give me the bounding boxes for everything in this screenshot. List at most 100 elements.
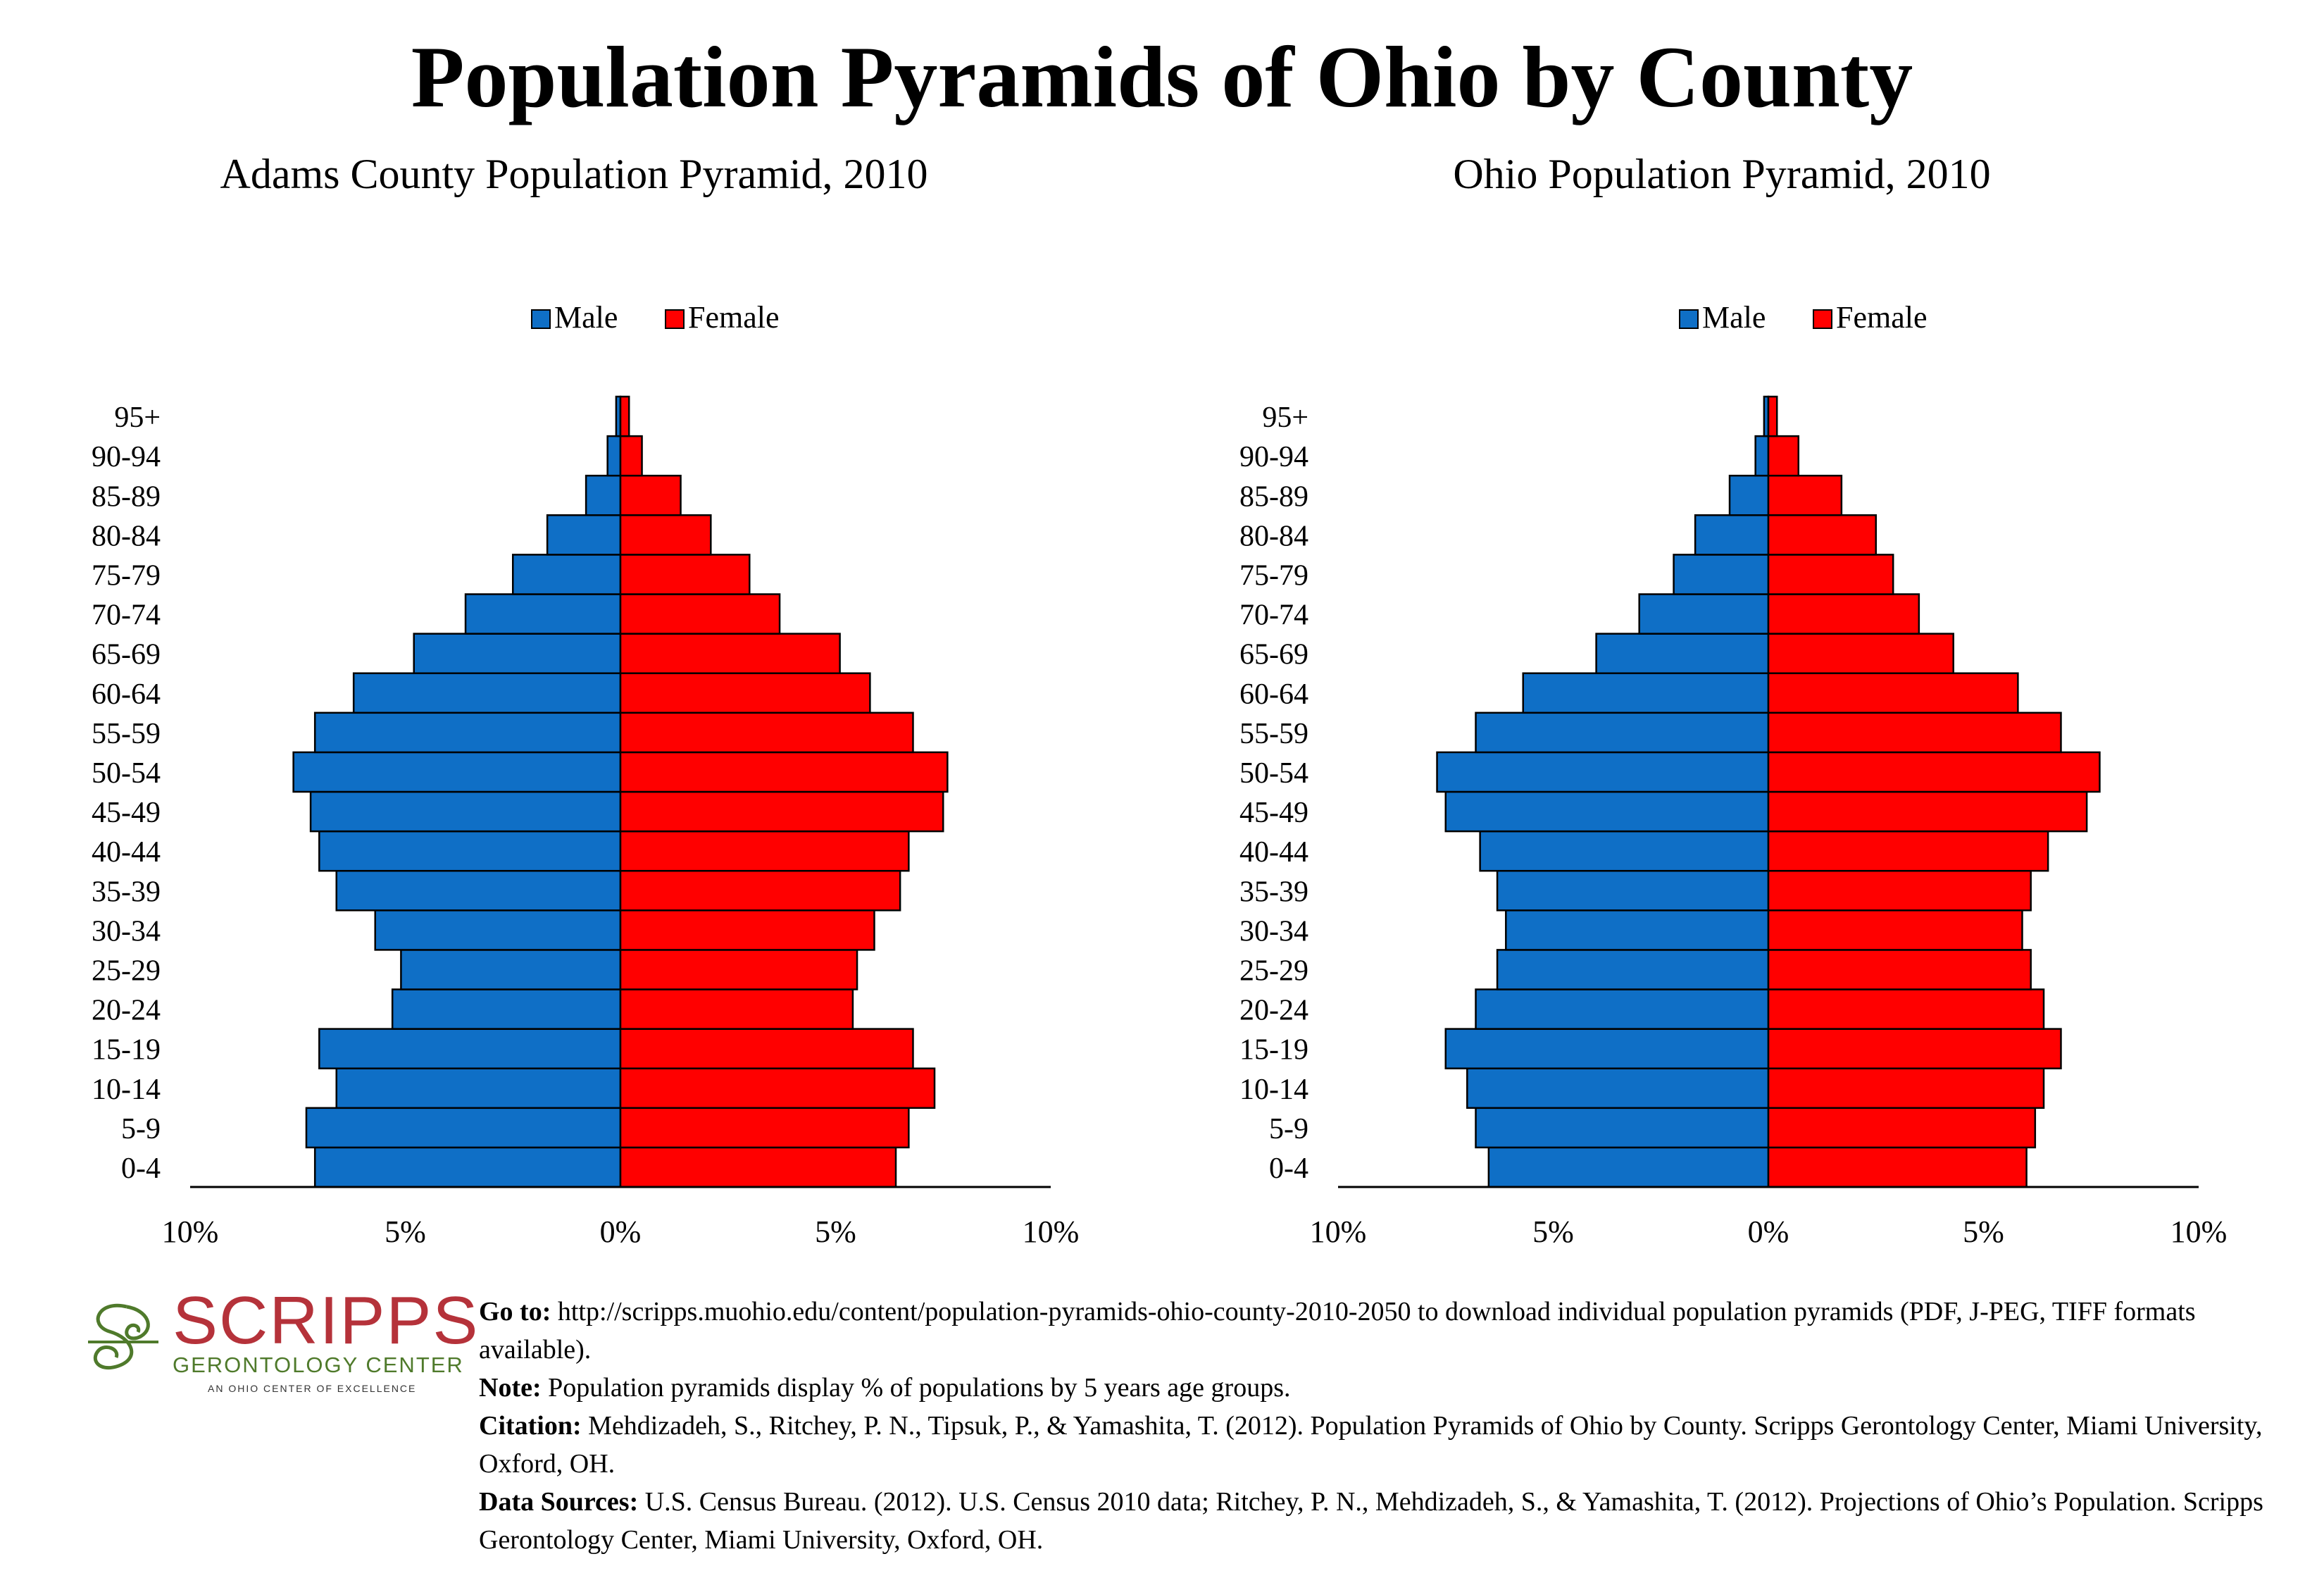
bar-male-30-34 [1505,909,1770,951]
bar-female-55-59 [1767,711,2062,754]
age-label-60-64: 60-64 [92,678,161,711]
legend-swatch-male [531,309,551,329]
bar-female-75-79 [1767,554,1894,595]
legend-label-female: Female [688,300,780,335]
bar-male-40-44 [318,830,622,872]
x-tick-label: 0% [1748,1214,1789,1249]
age-label-40-44: 40-44 [1239,836,1308,869]
age-label-80-84: 80-84 [1239,520,1308,552]
age-label-15-19: 15-19 [1239,1034,1308,1067]
bar-male-15-19 [318,1028,622,1069]
note-text: Population pyramids display % of populat… [548,1373,1291,1403]
age-label-35-39: 35-39 [92,876,161,908]
legend: Male Female [531,300,780,335]
age-label-45-49: 45-49 [1239,797,1308,829]
age-label-90-94: 90-94 [92,441,161,473]
logo-wordmark: SCRIPPS [173,1283,480,1358]
legend: Male Female [1679,300,1928,335]
age-label-40-44: 40-44 [92,836,161,869]
citation-label: Citation: [479,1411,582,1441]
scripps-swirl-icon [88,1303,158,1369]
bar-male-90-94 [1754,435,1770,477]
x-tick-label: 5% [815,1214,856,1249]
bar-male-15-19 [1444,1028,1770,1069]
bar-male-25-29 [400,949,622,990]
age-label-75-79: 75-79 [1239,559,1308,592]
x-tick-label: 10% [1310,1214,1367,1249]
age-label-10-14: 10-14 [1239,1074,1308,1106]
bar-female-85-89 [619,474,682,516]
legend-label-female: Female [1836,300,1928,335]
bar-male-35-39 [1496,869,1770,912]
bar-female-20-24 [619,988,854,1030]
scripps-logo: SCRIPPS GERONTOLOGY CENTER AN OHIO CENTE… [85,1286,477,1398]
bar-female-75-79 [619,554,751,595]
note-label: Note: [479,1373,542,1403]
bar-female-65-69 [619,633,841,674]
age-label-95+: 95+ [1262,402,1308,434]
bar-male-50-54 [1436,751,1770,793]
bar-male-5-9 [1475,1107,1770,1149]
age-label-85-89: 85-89 [1239,480,1308,513]
citation-text: Mehdizadeh, S., Ritchey, P. N., Tipsuk, … [479,1411,2263,1479]
age-label-10-14: 10-14 [92,1074,161,1106]
bar-male-25-29 [1496,949,1770,990]
age-label-65-69: 65-69 [92,639,161,671]
x-tick-label: 5% [1963,1214,2004,1249]
bar-male-75-79 [512,554,622,595]
age-label-30-34: 30-34 [92,915,161,947]
bar-female-90-94 [1767,435,1800,477]
age-label-25-29: 25-29 [92,955,161,987]
bar-female-45-49 [1767,790,2088,833]
logo-subtitle: GERONTOLOGY CENTER [173,1353,464,1377]
x-tick-label: 5% [385,1214,426,1249]
logo-tagline: AN OHIO CENTER OF EXCELLENCE [208,1383,417,1394]
bar-male-80-84 [1694,514,1770,556]
age-label-80-84: 80-84 [92,520,161,552]
bar-male-5-9 [305,1107,622,1149]
age-label-5-9: 5-9 [1269,1113,1308,1145]
note-line: Note: Population pyramids display % of p… [479,1369,2303,1407]
x-tick-label: 10% [1023,1214,1080,1249]
bar-female-40-44 [619,830,910,872]
chart-title: Ohio Population Pyramid, 2010 [1453,151,1990,197]
bar-male-85-89 [1728,474,1770,516]
bar-female-70-74 [1767,593,1920,635]
bar-female-40-44 [1767,830,2049,872]
citation-line: Citation: Mehdizadeh, S., Ritchey, P. N.… [479,1407,2303,1483]
footer-notes: Go to: http://scripps.muohio.edu/content… [479,1293,2303,1559]
bar-female-50-54 [619,751,949,793]
bar-male-45-49 [1444,790,1770,833]
bar-male-40-44 [1479,830,1770,872]
bar-male-60-64 [352,672,622,714]
bar-male-55-59 [1475,711,1770,754]
bar-male-70-74 [1638,593,1770,635]
bar-male-65-69 [1595,633,1770,674]
age-label-60-64: 60-64 [1239,678,1308,711]
age-label-15-19: 15-19 [92,1034,161,1067]
bar-male-80-84 [546,514,622,556]
ohio-pyramid: Ohio Population Pyramid, 2010 Male Female 0… [1239,151,2227,1249]
age-label-90-94: 90-94 [1239,441,1308,473]
age-label-70-74: 70-74 [92,599,161,632]
bar-female-95+ [619,395,630,437]
bar-female-60-64 [619,672,871,714]
bar-female-25-29 [1767,949,2032,990]
age-label-75-79: 75-79 [92,559,161,592]
page-title: Population Pyramids of Ohio by County [411,29,1913,125]
bar-male-0-4 [1487,1146,1770,1188]
goto-line: Go to: http://scripps.muohio.edu/content… [479,1293,2303,1369]
age-label-55-59: 55-59 [92,718,161,750]
x-tick-label: 10% [162,1214,219,1249]
adams-county-pyramid: Adams County Population Pyramid, 2010 Mal… [92,151,1080,1249]
bar-male-70-74 [464,593,622,635]
legend-swatch-male [1679,309,1699,329]
bar-female-5-9 [1767,1107,2037,1149]
age-label-20-24: 20-24 [1239,995,1308,1027]
bar-male-35-39 [335,869,622,912]
bar-female-15-19 [619,1028,914,1069]
bar-female-80-84 [619,514,712,556]
bar-male-50-54 [292,751,622,793]
bar-female-10-14 [1767,1067,2045,1110]
bar-male-10-14 [335,1067,622,1110]
